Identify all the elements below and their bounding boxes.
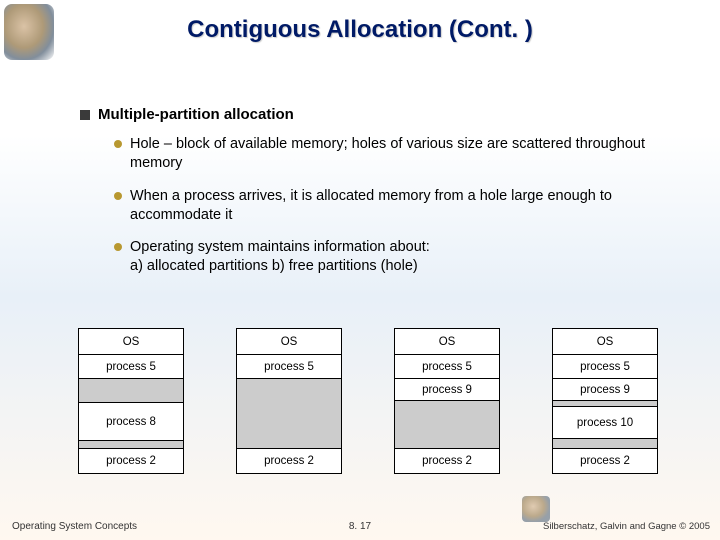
proc-block: process 2 [395, 449, 499, 473]
hole-block [79, 379, 183, 403]
proc-block: process 10 [553, 407, 657, 439]
proc-block: process 2 [237, 449, 341, 473]
bullet-level1: Multiple-partition allocation [80, 106, 680, 123]
proc-block: process 2 [553, 449, 657, 473]
proc-block: process 9 [395, 379, 499, 401]
memory-column-2: OS process 5 process 2 [236, 328, 342, 474]
slide-title: Contiguous Allocation (Cont. ) [0, 0, 720, 44]
hole-block [237, 379, 341, 449]
proc-block: process 5 [553, 355, 657, 379]
os-block: OS [553, 329, 657, 355]
memory-diagrams: OS process 5 process 8 process 2 OS proc… [78, 328, 658, 474]
slide-body: Multiple-partition allocation Hole – blo… [80, 106, 680, 290]
hole-block [553, 439, 657, 449]
memory-column-3: OS process 5 process 9 process 2 [394, 328, 500, 474]
proc-block: process 5 [395, 355, 499, 379]
dinosaur-logo-top [4, 4, 54, 60]
proc-block: process 8 [79, 403, 183, 441]
bullet-level2: Operating system maintains information a… [80, 238, 680, 276]
os-block: OS [79, 329, 183, 355]
hole-block [395, 401, 499, 449]
memory-column-4: OS process 5 process 9 process 10 proces… [552, 328, 658, 474]
hole-block [79, 441, 183, 449]
proc-block: process 5 [79, 355, 183, 379]
dinosaur-logo-bottom [522, 496, 550, 522]
os-block: OS [237, 329, 341, 355]
proc-block: process 2 [79, 449, 183, 473]
bullet-level2: Hole – block of available memory; holes … [80, 135, 680, 173]
footer-right: Silberschatz, Galvin and Gagne © 2005 [543, 521, 710, 532]
proc-block: process 9 [553, 379, 657, 401]
os-block: OS [395, 329, 499, 355]
proc-block: process 5 [237, 355, 341, 379]
memory-column-1: OS process 5 process 8 process 2 [78, 328, 184, 474]
bullet-level2: When a process arrives, it is allocated … [80, 187, 680, 225]
